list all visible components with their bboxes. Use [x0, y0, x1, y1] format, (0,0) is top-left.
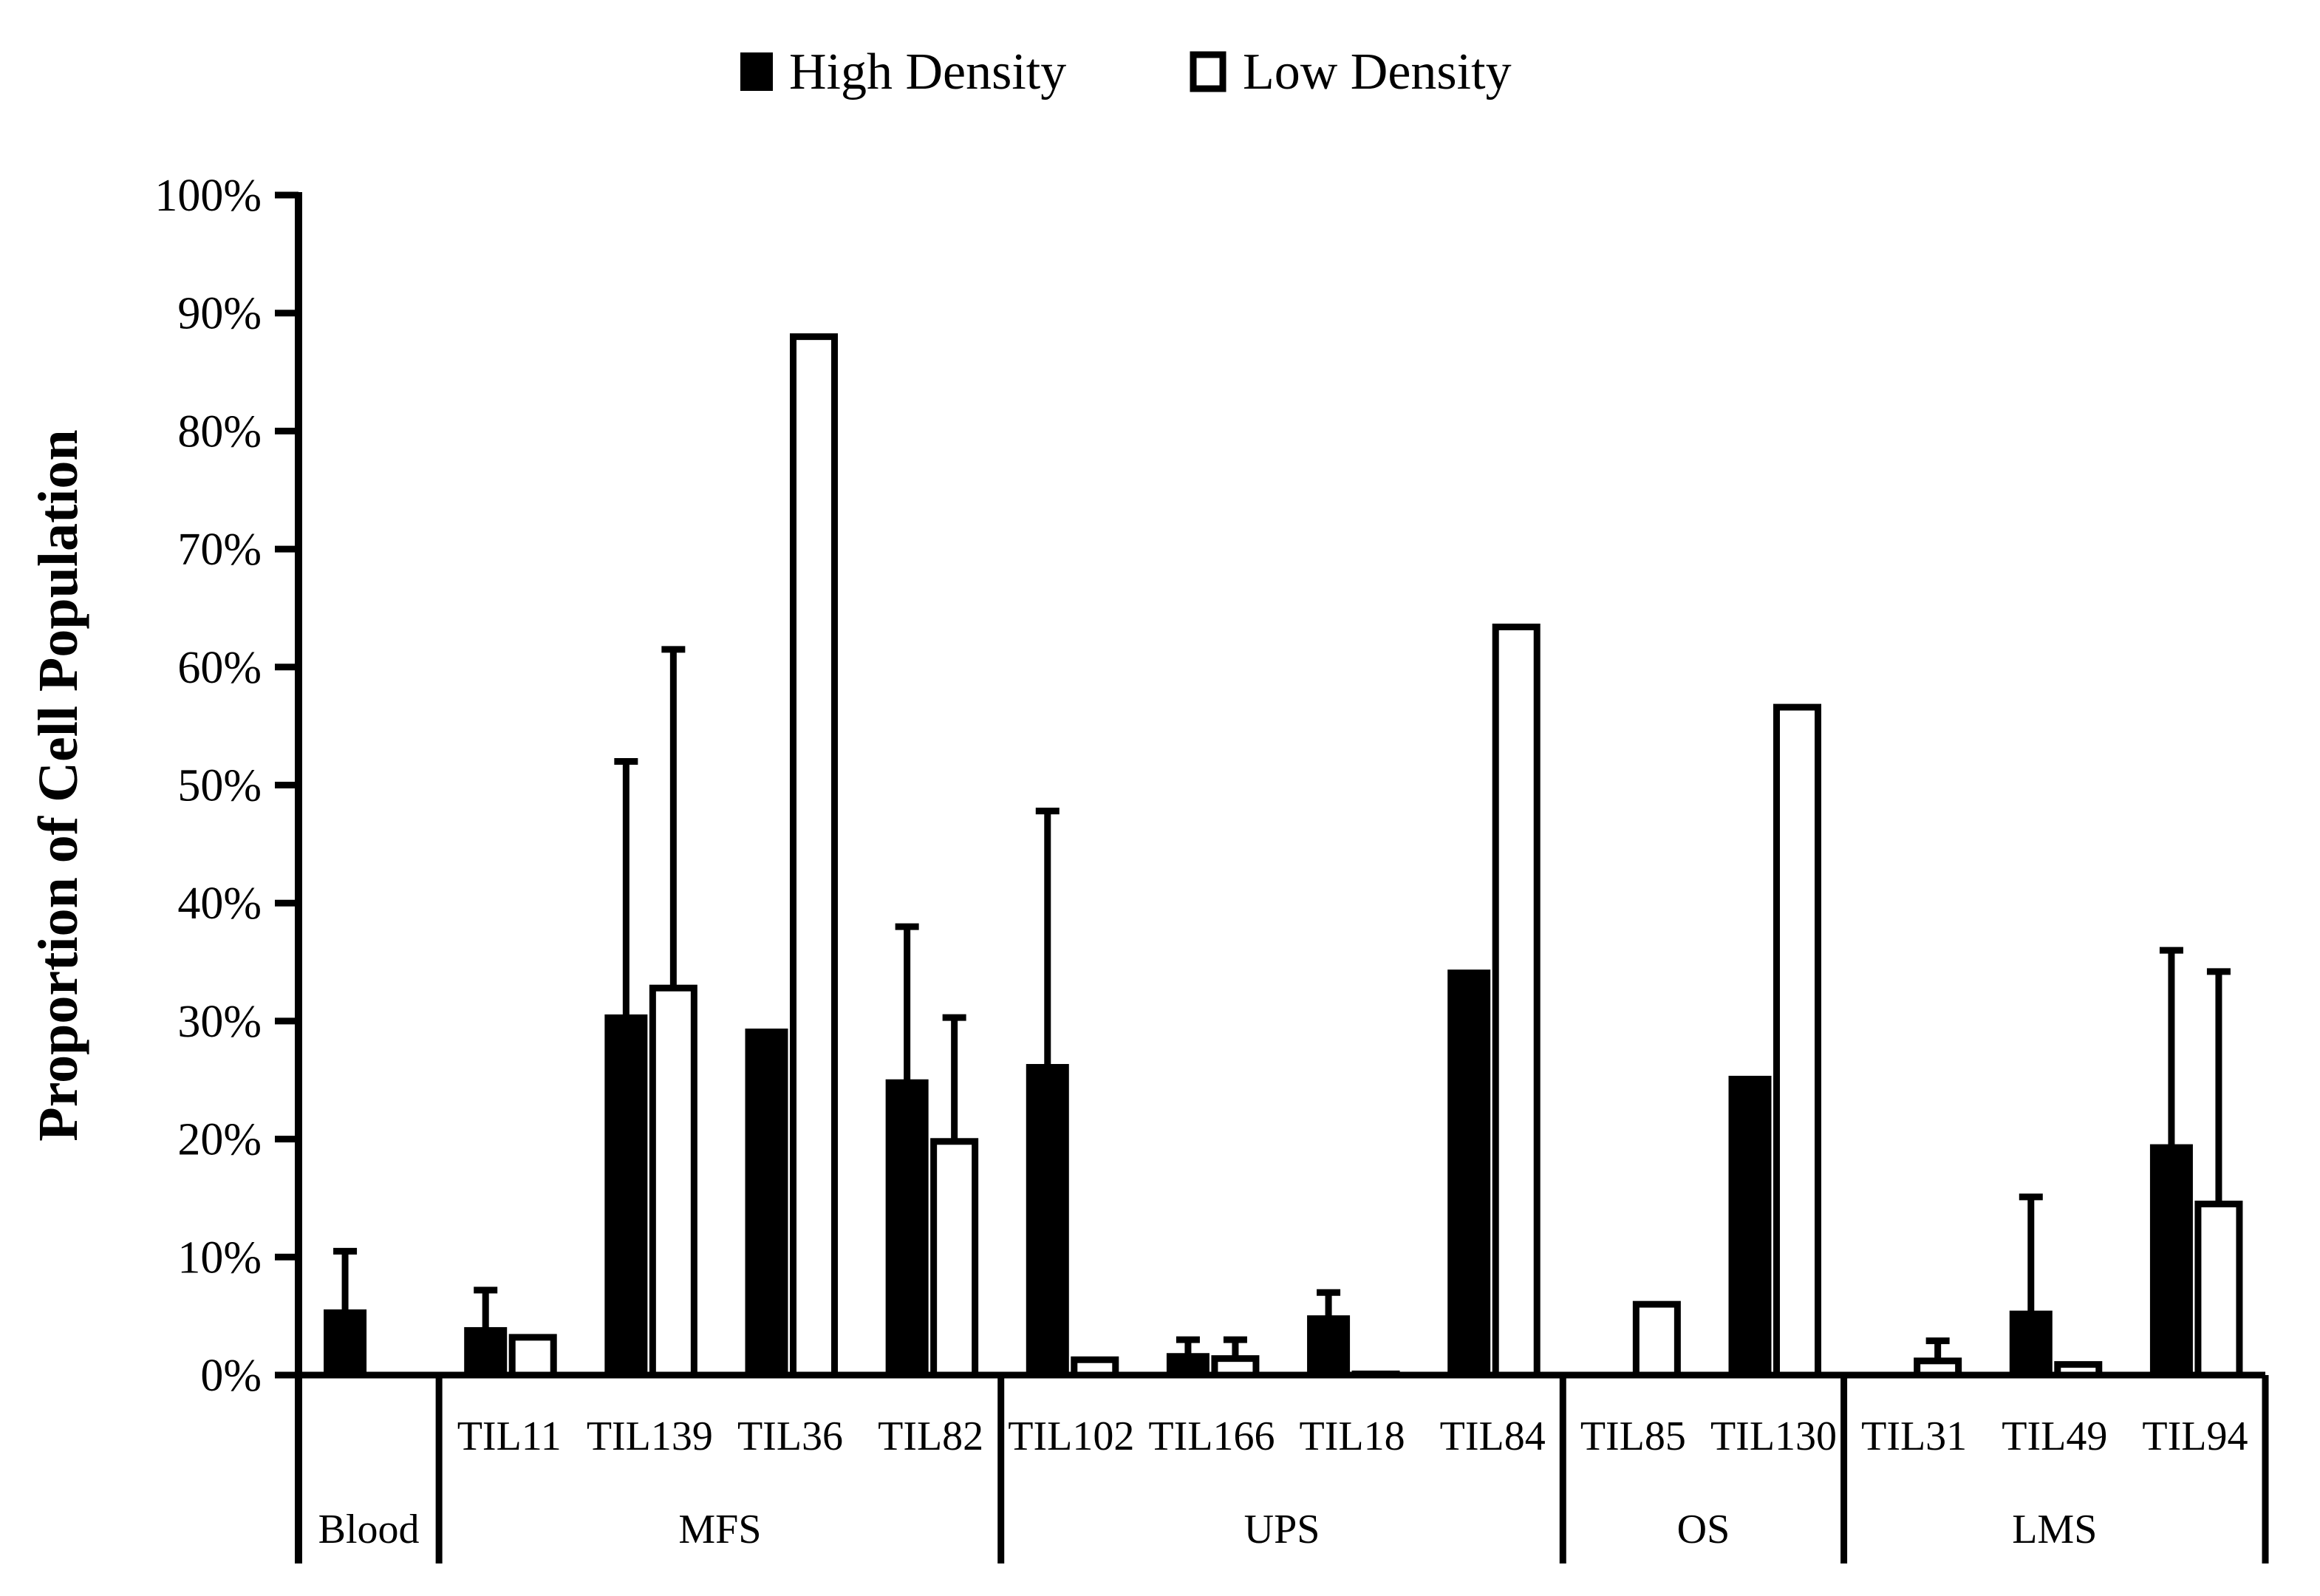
- bar-low-density: [649, 984, 697, 1379]
- y-tick-label: 90%: [177, 289, 262, 339]
- y-tick-label: 20%: [177, 1115, 262, 1165]
- x-axis-labels: Blood MFS UPS OS LMS TIL11 TIL139 TIL36 TIL82 TIL…: [318, 1413, 2248, 1552]
- bar-low-density: [930, 1138, 979, 1379]
- legend-swatch-low-density: [1190, 51, 1226, 92]
- category-label: TIL102: [1008, 1413, 1134, 1459]
- bar-high-density: [1307, 1315, 1351, 1377]
- category-label: TIL139: [587, 1413, 713, 1459]
- bars: [324, 333, 2243, 1379]
- axes: [275, 192, 2269, 1563]
- category-label: TIL84: [1440, 1413, 1546, 1459]
- category-label: TIL36: [737, 1413, 843, 1459]
- y-tick-label: 40%: [177, 879, 262, 929]
- group-label: Blood: [318, 1507, 420, 1552]
- bar-low-density: [508, 1334, 557, 1379]
- legend: High Density Low Density: [740, 44, 1512, 100]
- bar-low-density: [1492, 624, 1541, 1379]
- y-tick-label: 80%: [177, 406, 262, 457]
- group-label: OS: [1677, 1507, 1730, 1552]
- bar-high-density: [324, 1309, 367, 1377]
- legend-label-low-density: Low Density: [1243, 44, 1512, 100]
- bar-low-density: [1632, 1300, 1681, 1379]
- category-label: TIL11: [457, 1413, 562, 1459]
- category-label: TIL18: [1300, 1413, 1405, 1459]
- y-tick-label: 100%: [154, 171, 262, 221]
- legend-label-high-density: High Density: [789, 44, 1066, 100]
- bar-low-density: [2194, 1200, 2243, 1379]
- category-label: TIL49: [2002, 1413, 2107, 1459]
- group-label: MFS: [678, 1507, 761, 1552]
- bar-high-density: [1026, 1063, 1069, 1376]
- bar-high-density: [1166, 1353, 1210, 1377]
- bar-low-density: [1773, 703, 1821, 1379]
- y-tick-label: 10%: [177, 1232, 262, 1283]
- y-tick-label: 70%: [177, 525, 262, 575]
- group-label: UPS: [1244, 1507, 1320, 1552]
- bar-high-density: [464, 1327, 508, 1376]
- y-tick-label: 60%: [177, 643, 262, 693]
- category-label: TIL94: [2142, 1413, 2248, 1459]
- y-axis-ticks: 0% 10% 20% 30% 40% 50% 60% 70% 80% 90% 100%: [154, 171, 298, 1401]
- bar-high-density: [604, 1014, 648, 1377]
- category-label: TIL85: [1580, 1413, 1686, 1459]
- group-label: LMS: [2012, 1507, 2097, 1552]
- category-label: TIL31: [1861, 1413, 1967, 1459]
- bar-low-density: [790, 333, 838, 1379]
- y-tick-label: 50%: [177, 761, 262, 811]
- bar-high-density: [885, 1079, 929, 1376]
- y-tick-label: 30%: [177, 997, 262, 1047]
- bar-high-density: [1447, 969, 1491, 1376]
- category-label: TIL166: [1148, 1413, 1275, 1459]
- category-label: TIL130: [1710, 1413, 1837, 1459]
- error-bars: [333, 646, 2231, 1361]
- category-label: TIL82: [878, 1413, 983, 1459]
- y-axis-title: Proportion of Cell Population: [27, 429, 89, 1141]
- bar-high-density: [1728, 1075, 1772, 1376]
- legend-swatch-high-density: [740, 52, 773, 91]
- bar-high-density: [2009, 1310, 2053, 1376]
- bar-high-density: [745, 1029, 788, 1376]
- bar-high-density: [2149, 1144, 2193, 1376]
- y-tick-label: 0%: [200, 1351, 262, 1401]
